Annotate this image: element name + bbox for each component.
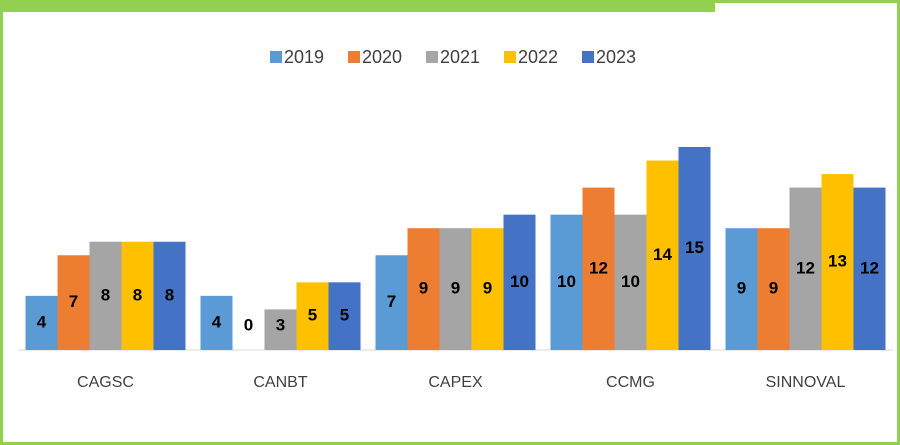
data-label: 10 bbox=[621, 272, 640, 291]
data-label: 15 bbox=[685, 238, 704, 257]
bar bbox=[582, 187, 615, 350]
bar bbox=[821, 174, 854, 350]
legend-swatch bbox=[504, 51, 516, 63]
bar bbox=[646, 160, 679, 350]
bar bbox=[89, 241, 122, 350]
bar bbox=[789, 187, 822, 350]
data-label: 9 bbox=[451, 279, 460, 298]
data-label: 12 bbox=[589, 258, 608, 277]
data-label: 3 bbox=[276, 315, 285, 334]
data-label: 7 bbox=[387, 292, 396, 311]
bar bbox=[678, 147, 711, 350]
data-label: 8 bbox=[165, 285, 174, 304]
legend-label: 2023 bbox=[596, 47, 636, 67]
data-label: 12 bbox=[796, 258, 815, 277]
bar bbox=[153, 241, 186, 350]
x-tick-label: CANBT bbox=[253, 374, 307, 391]
bar bbox=[503, 214, 536, 350]
data-label: 9 bbox=[419, 279, 428, 298]
legend-swatch bbox=[582, 51, 594, 63]
data-label: 13 bbox=[828, 252, 847, 271]
bar bbox=[439, 228, 472, 350]
legend-swatch bbox=[270, 51, 282, 63]
x-tick-label: CAGSC bbox=[77, 374, 134, 391]
legend-label: 2022 bbox=[518, 47, 558, 67]
bar bbox=[614, 214, 647, 350]
bar bbox=[407, 228, 440, 350]
bar bbox=[121, 241, 154, 350]
data-label: 14 bbox=[653, 245, 672, 264]
data-label: 9 bbox=[483, 279, 492, 298]
data-label: 12 bbox=[860, 258, 879, 277]
bar bbox=[375, 255, 408, 350]
bar bbox=[264, 309, 297, 350]
data-label: 9 bbox=[769, 279, 778, 298]
legend-label: 2020 bbox=[362, 47, 402, 67]
bar bbox=[328, 282, 361, 350]
data-label: 4 bbox=[212, 312, 222, 331]
legend-label: 2019 bbox=[284, 47, 324, 67]
x-tick-label: SINNOVAL bbox=[766, 374, 846, 391]
data-label: 5 bbox=[308, 306, 317, 325]
bar bbox=[725, 228, 758, 350]
header-bar bbox=[0, 0, 715, 12]
bar bbox=[200, 295, 233, 350]
bar bbox=[471, 228, 504, 350]
x-tick-label: CAPEX bbox=[428, 374, 483, 391]
data-label: 8 bbox=[133, 285, 142, 304]
data-label: 10 bbox=[557, 272, 576, 291]
data-label: 4 bbox=[37, 312, 47, 331]
data-label: 9 bbox=[737, 279, 746, 298]
legend-swatch bbox=[348, 51, 360, 63]
data-label: 10 bbox=[510, 272, 529, 291]
bar bbox=[296, 282, 329, 350]
bar bbox=[550, 214, 583, 350]
bar bbox=[757, 228, 790, 350]
data-label: 0 bbox=[244, 315, 253, 334]
x-tick-label: CCMG bbox=[606, 374, 655, 391]
bar bbox=[25, 295, 58, 350]
data-label: 8 bbox=[101, 285, 110, 304]
data-label: 5 bbox=[340, 306, 349, 325]
bar bbox=[57, 255, 90, 350]
bar bbox=[853, 187, 886, 350]
data-label: 7 bbox=[69, 292, 78, 311]
legend-swatch bbox=[426, 51, 438, 63]
legend-label: 2021 bbox=[440, 47, 480, 67]
